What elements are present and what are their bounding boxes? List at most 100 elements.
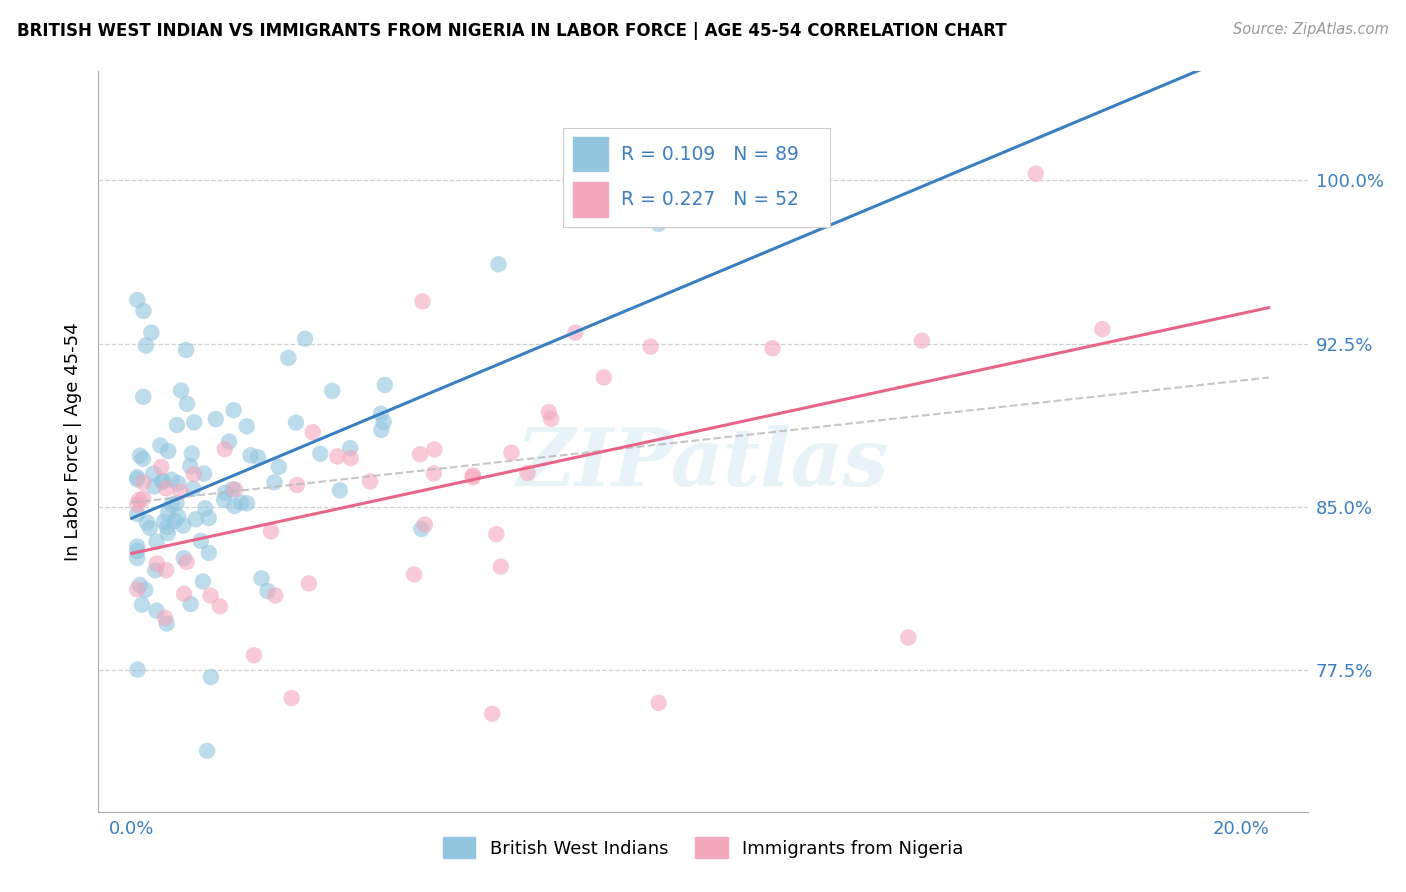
Point — [222, 483, 245, 497]
Point — [128, 493, 150, 508]
Point — [127, 470, 149, 484]
Point — [143, 563, 166, 577]
Point — [1091, 322, 1114, 336]
Point — [127, 544, 149, 558]
Point — [222, 403, 245, 417]
Point — [359, 475, 381, 489]
Point — [329, 483, 352, 498]
Legend: British West Indians, Immigrants from Nigeria: British West Indians, Immigrants from Ni… — [443, 838, 963, 858]
Point — [208, 599, 231, 614]
Point — [224, 483, 246, 497]
Point — [150, 475, 173, 489]
Point — [167, 509, 190, 524]
Point — [181, 482, 204, 496]
Point — [301, 425, 323, 439]
Point — [214, 442, 236, 457]
Point — [370, 407, 392, 421]
Point — [145, 604, 167, 618]
Point — [1025, 167, 1047, 181]
Point — [174, 343, 197, 357]
Point — [423, 442, 446, 457]
Point — [277, 351, 299, 365]
Point — [204, 412, 226, 426]
Point — [239, 448, 262, 462]
Point — [212, 492, 235, 507]
Point — [423, 467, 446, 481]
Point — [229, 496, 252, 510]
Point — [246, 450, 269, 465]
Point — [132, 304, 155, 318]
Point — [128, 578, 150, 592]
Point — [413, 517, 436, 532]
Point — [911, 334, 934, 348]
Point — [180, 446, 202, 460]
Point — [321, 384, 343, 398]
Point — [132, 390, 155, 404]
Point — [139, 521, 162, 535]
Point — [193, 467, 215, 481]
Point — [761, 341, 783, 355]
Point — [298, 576, 321, 591]
Point — [373, 415, 395, 429]
Point — [176, 555, 198, 569]
Point — [145, 534, 167, 549]
Text: ZIPatlas: ZIPatlas — [517, 425, 889, 502]
Point — [489, 559, 512, 574]
Point — [150, 459, 173, 474]
Point — [127, 472, 149, 486]
Point — [294, 332, 316, 346]
Point — [485, 527, 508, 541]
Point — [488, 257, 510, 271]
Point — [409, 447, 432, 461]
Point — [149, 438, 172, 452]
Point — [250, 571, 273, 585]
Point — [132, 491, 155, 506]
Point — [374, 378, 396, 392]
Point — [564, 326, 586, 340]
Point — [190, 533, 212, 548]
Point — [156, 616, 179, 631]
Bar — [574, 183, 607, 218]
Point — [236, 496, 259, 510]
Point — [243, 648, 266, 663]
Point — [200, 589, 222, 603]
Point — [131, 598, 153, 612]
Point — [173, 587, 195, 601]
Bar — [574, 136, 607, 171]
Point — [256, 584, 278, 599]
Point — [285, 416, 308, 430]
Point — [132, 475, 155, 490]
Point — [280, 690, 302, 705]
Point — [195, 744, 218, 758]
Point — [540, 412, 562, 426]
Point — [537, 405, 560, 419]
Text: R = 0.109   N = 89: R = 0.109 N = 89 — [621, 145, 799, 163]
Point — [461, 468, 484, 483]
Point — [516, 466, 538, 480]
Point — [136, 516, 159, 530]
Point — [155, 482, 177, 496]
Point — [309, 447, 332, 461]
Point — [153, 611, 176, 625]
Point — [184, 512, 207, 526]
Point — [176, 397, 198, 411]
Point — [153, 515, 176, 529]
Point — [214, 485, 236, 500]
Point — [647, 217, 669, 231]
Point — [156, 526, 179, 541]
Point — [647, 696, 669, 710]
Point — [501, 446, 523, 460]
Text: BRITISH WEST INDIAN VS IMMIGRANTS FROM NIGERIA IN LABOR FORCE | AGE 45-54 CORREL: BRITISH WEST INDIAN VS IMMIGRANTS FROM N… — [17, 22, 1007, 40]
Point — [157, 444, 180, 458]
Point — [166, 496, 188, 510]
Point — [370, 423, 392, 437]
Point — [267, 459, 290, 474]
Point — [170, 384, 193, 398]
Point — [263, 475, 285, 490]
Point — [163, 514, 186, 528]
Point — [481, 706, 503, 721]
Point — [218, 434, 240, 449]
Point — [127, 663, 149, 677]
Point — [339, 441, 361, 455]
Point — [173, 551, 195, 566]
